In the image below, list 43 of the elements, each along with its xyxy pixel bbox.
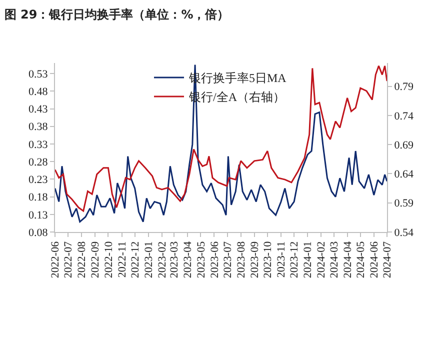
y-tick-label: 0.13 bbox=[28, 209, 48, 222]
x-tick-label: 2022-07 bbox=[62, 240, 75, 278]
x-tick-label: 2022-09 bbox=[90, 240, 102, 278]
x-tick-label: 2024-02 bbox=[316, 241, 328, 278]
x-tick-label: 2023-10 bbox=[262, 240, 274, 278]
x-tick-label: 2024-03 bbox=[328, 240, 340, 278]
x-tick-label: 2022-08 bbox=[76, 240, 88, 278]
x-tick-label: 2023-12 bbox=[288, 241, 301, 278]
y-tick-label: 0.28 bbox=[28, 156, 48, 168]
y-tick-label: 0.43 bbox=[28, 104, 48, 116]
x-tick-label: 2022-10 bbox=[102, 240, 115, 278]
x-tick-label: 2022-11 bbox=[116, 241, 128, 278]
y-tick-label: 0.33 bbox=[28, 138, 48, 151]
x-tick-label: 2023-07 bbox=[222, 240, 234, 278]
x-tick-label: 2023-11 bbox=[276, 241, 288, 278]
y-tick-label: 0.38 bbox=[28, 121, 48, 134]
x-tick-label: 2023-08 bbox=[235, 240, 248, 278]
y-tick-label: 0.48 bbox=[28, 86, 48, 98]
y-tick-label: 0.18 bbox=[28, 192, 48, 204]
x-tick-label: 2023-06 bbox=[208, 240, 221, 278]
x-tick-label: 2024-01 bbox=[302, 241, 314, 278]
y2-tick-label: 0.74 bbox=[394, 110, 414, 122]
x-tick-label: 2022-06 bbox=[50, 240, 62, 278]
x-tick-label: 2024-05 bbox=[354, 240, 367, 278]
x-tick-label: 2023-03 bbox=[168, 240, 181, 278]
x-tick-label: 2024-06 bbox=[368, 240, 380, 278]
y2-tick-label: 0.54 bbox=[394, 226, 414, 239]
x-tick-label: 2023-09 bbox=[248, 240, 261, 278]
y-tick-label: 0.23 bbox=[28, 174, 48, 186]
x-tick-label: 2024-04 bbox=[342, 240, 354, 278]
x-tick-label: 2023-01 bbox=[142, 241, 155, 278]
y2-tick-label: 0.59 bbox=[394, 198, 414, 210]
y-tick-label: 0.08 bbox=[28, 226, 48, 239]
y2-tick-label: 0.64 bbox=[394, 168, 414, 181]
x-tick-label: 2024-07 bbox=[382, 240, 394, 278]
x-tick-label: 2022-12 bbox=[129, 241, 142, 278]
chart-title: 图 29：银行日均换手率（单位：%，倍） bbox=[4, 8, 230, 22]
x-tick-label: 2023-05 bbox=[195, 240, 208, 278]
x-tick-label: 2023-04 bbox=[182, 240, 194, 278]
y-tick-label: 0.53 bbox=[28, 68, 48, 80]
x-tick-label: 2023-02 bbox=[156, 241, 168, 278]
y2-tick-label: 0.69 bbox=[394, 139, 414, 152]
y2-tick-label: 0.79 bbox=[394, 81, 414, 94]
